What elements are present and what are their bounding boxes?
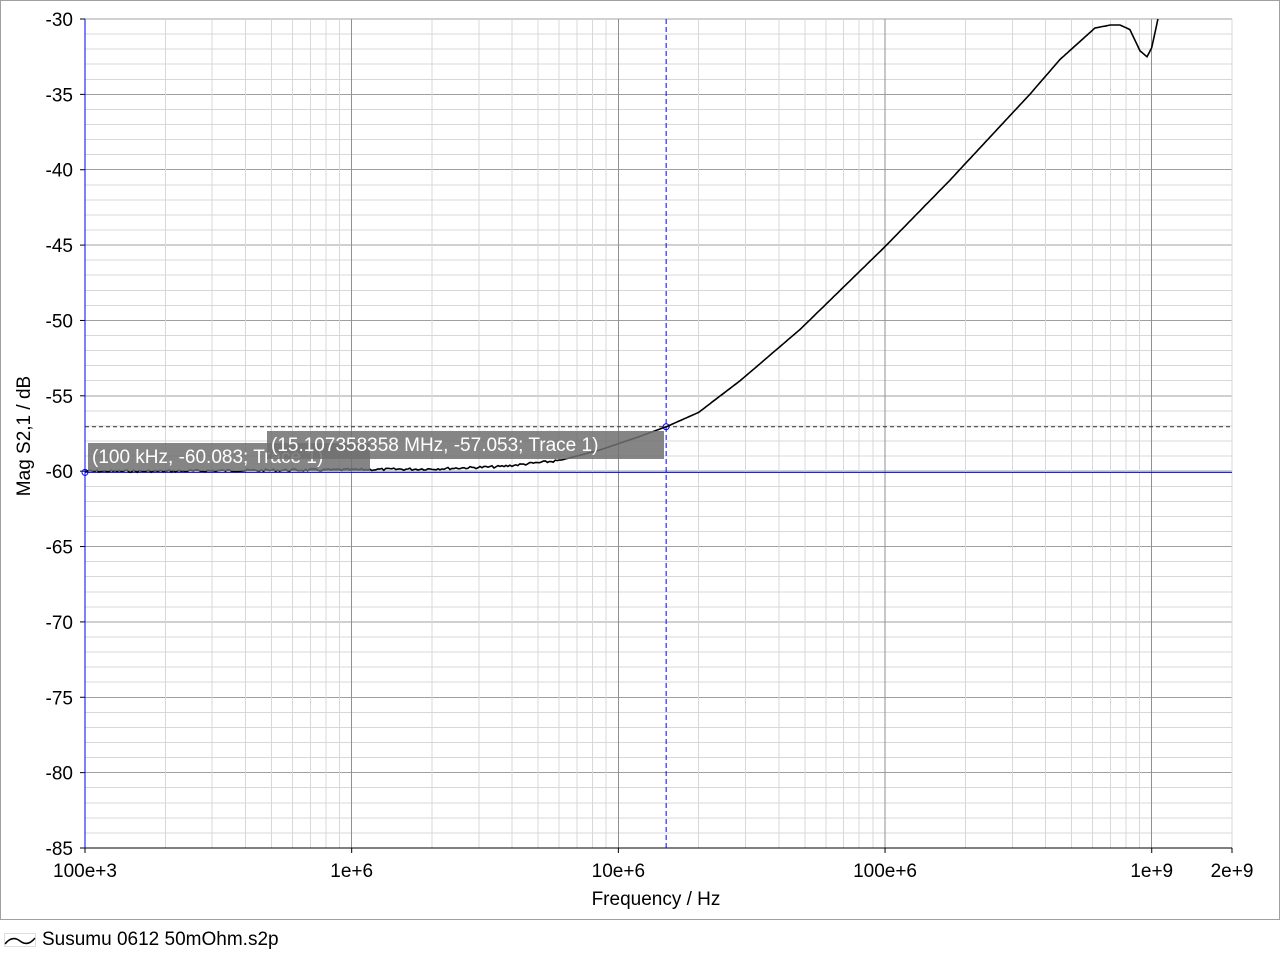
y-tick-label: -85 xyxy=(46,839,73,860)
y-tick-label: -55 xyxy=(46,387,73,408)
tick-labels: -30-35-40-45-50-55-60-65-70-75-80-85100e… xyxy=(46,10,1254,882)
y-tick-label: -30 xyxy=(46,10,73,31)
x-tick-label: 1e+6 xyxy=(330,861,373,882)
marker-1-point xyxy=(81,468,89,476)
y-tick-label: -45 xyxy=(46,236,73,257)
marker-labels: (100 kHz, -60.083; Trace 1) (15.10735835… xyxy=(88,431,664,471)
y-tick-label: -40 xyxy=(46,161,73,182)
marker-1-label[interactable]: (100 kHz, -60.083; Trace 1) xyxy=(92,447,323,468)
y-axis-label: Mag S2,1 / dB xyxy=(14,376,35,496)
marker-lines xyxy=(81,19,1232,848)
grid xyxy=(81,18,1233,852)
y-tick-label: -35 xyxy=(46,85,73,106)
x-tick-label: 2e+9 xyxy=(1211,861,1254,882)
legend-item-label[interactable]: Susumu 0612 50mOhm.s2p xyxy=(42,929,279,950)
x-tick-label: 100e+6 xyxy=(853,861,917,882)
legend: Susumu 0612 50mOhm.s2p xyxy=(4,927,279,953)
trace-line-icon xyxy=(4,933,36,947)
x-axis-label: Frequency / Hz xyxy=(592,889,721,910)
y-tick-label: -75 xyxy=(46,688,73,709)
y-tick-label: -70 xyxy=(46,613,73,634)
marker-2-label[interactable]: (15.107358358 MHz, -57.053; Trace 1) xyxy=(271,435,598,456)
y-tick-label: -65 xyxy=(46,538,73,559)
y-tick-label: -50 xyxy=(46,311,73,332)
y-tick-label: -60 xyxy=(46,462,73,483)
x-tick-label: 100e+3 xyxy=(53,861,117,882)
marker-2-label-bg xyxy=(267,431,664,459)
x-tick-label: 1e+9 xyxy=(1130,861,1173,882)
x-tick-label: 10e+6 xyxy=(592,861,645,882)
marker-2-point xyxy=(662,423,670,431)
y-tick-label: -80 xyxy=(46,764,73,785)
